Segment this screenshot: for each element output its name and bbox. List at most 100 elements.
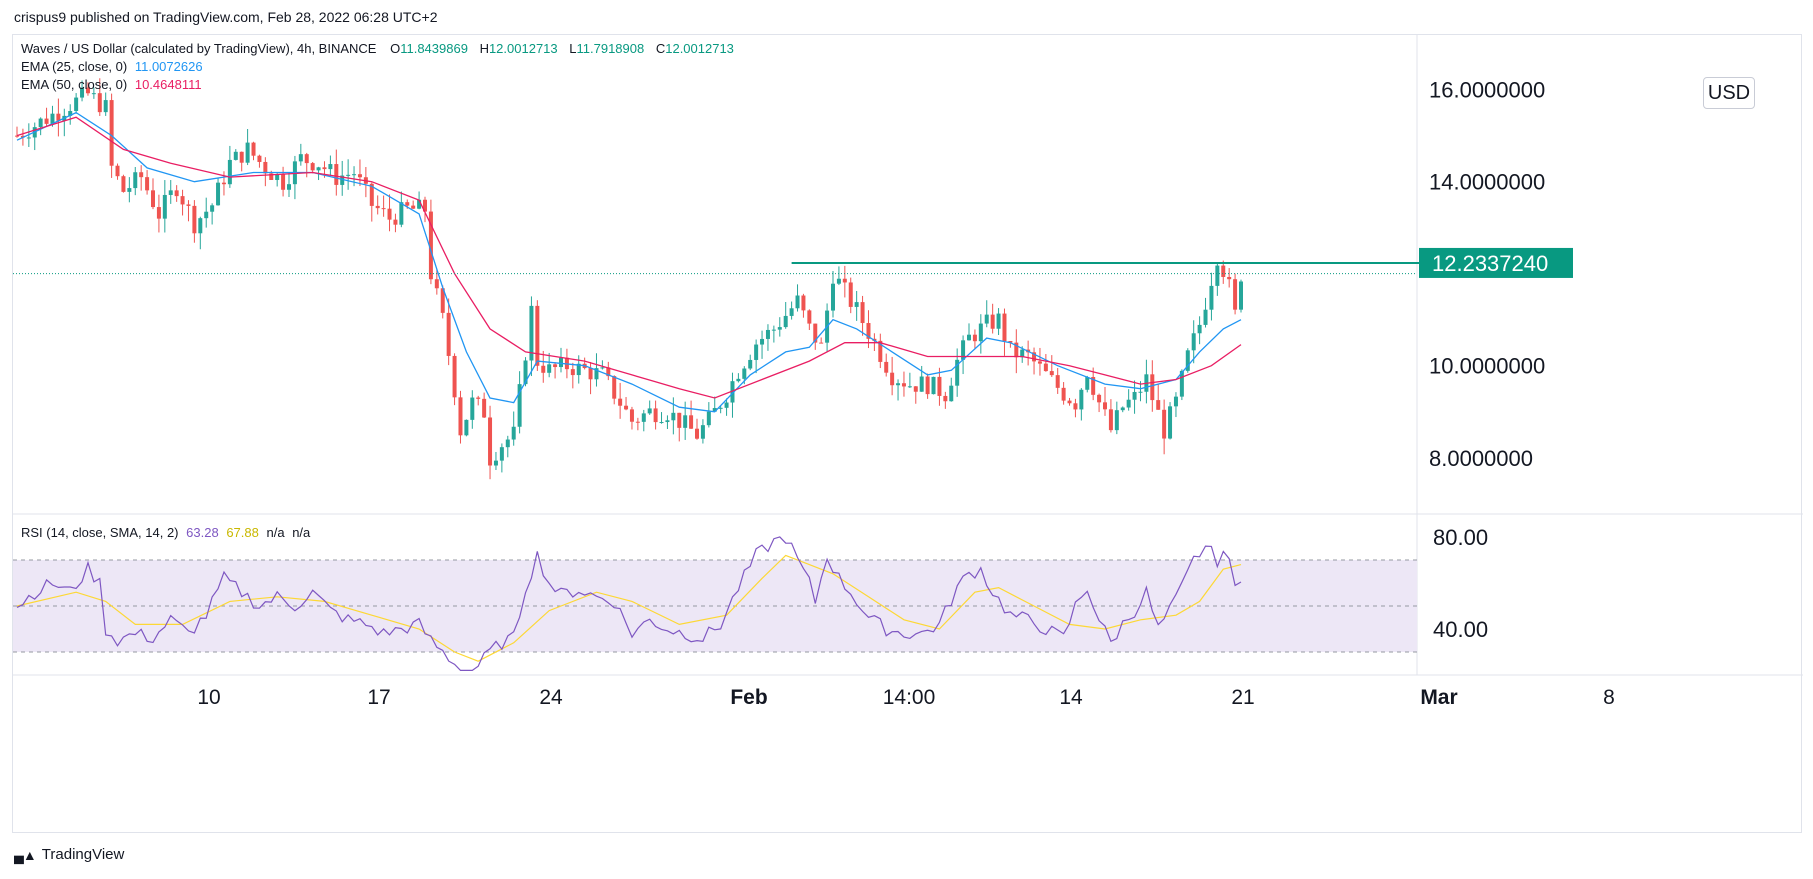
- candle-body: [919, 376, 924, 392]
- rsi-legend[interactable]: RSI (14, close, SMA, 14, 2) 63.28 67.88 …: [21, 525, 310, 540]
- candle-body: [221, 182, 226, 185]
- rsi-na-2: n/a: [292, 525, 311, 540]
- candle-body: [464, 419, 469, 436]
- symbol-name[interactable]: Waves / US Dollar (calculated by Trading…: [21, 41, 377, 56]
- candle-body: [618, 398, 623, 406]
- candle-body: [683, 415, 688, 428]
- candle-body: [1020, 349, 1025, 358]
- candle-body: [304, 154, 309, 164]
- candle-body: [836, 278, 841, 284]
- candle-body: [298, 154, 303, 162]
- candle-body: [529, 305, 534, 361]
- ema50-legend[interactable]: EMA (50, close, 0) 10.4648111: [21, 77, 202, 92]
- candle-body: [1126, 399, 1131, 408]
- candle-body: [535, 305, 540, 366]
- ema25-legend[interactable]: EMA (25, close, 0) 11.0072626: [21, 59, 203, 74]
- candle-body: [943, 395, 948, 402]
- candle-body: [996, 313, 1001, 329]
- candle-body: [310, 163, 315, 171]
- ema25-line: [16, 111, 1242, 413]
- candle-body: [511, 426, 516, 440]
- tradingview-logo-text: TradingView: [41, 846, 125, 863]
- price-tick-label: 16.0000000: [1429, 78, 1545, 103]
- low-label: L: [569, 41, 577, 56]
- candle-body: [423, 199, 427, 212]
- candle-body: [1179, 370, 1184, 397]
- candle-body: [381, 208, 386, 210]
- candle-body: [801, 295, 806, 311]
- high-label: H: [479, 41, 489, 56]
- tradingview-logo[interactable]: ▄▲ TradingView: [14, 846, 124, 863]
- candle-body: [913, 386, 918, 392]
- candle-body: [334, 164, 339, 185]
- time-tick-label: 17: [367, 686, 390, 709]
- candle-body: [434, 279, 439, 289]
- candle-body: [417, 199, 422, 209]
- candle-body: [576, 363, 581, 376]
- candle-body: [186, 204, 191, 206]
- candle-body: [748, 359, 753, 369]
- candle-body: [765, 329, 770, 339]
- candle-body: [145, 177, 150, 191]
- candle-body: [1185, 350, 1190, 371]
- time-tick-label: 14:00: [883, 686, 936, 709]
- candle-body: [1156, 400, 1161, 410]
- candle-body: [446, 312, 451, 356]
- candle-body: [1138, 391, 1143, 393]
- candle-body: [653, 408, 658, 423]
- candle-body: [275, 174, 280, 180]
- candle-body: [393, 219, 398, 225]
- time-tick-label: 21: [1231, 686, 1254, 709]
- candle-body: [357, 174, 362, 178]
- time-tick-label: 14: [1059, 686, 1083, 709]
- candle-body: [91, 93, 96, 95]
- chart-frame[interactable]: 16.0000000 14.0000000 10.0000000 8.0000000 1…: [12, 34, 1803, 834]
- price-tick-label: 10.0000000: [1429, 354, 1545, 379]
- candle-body: [68, 111, 73, 116]
- candle-body: [1008, 341, 1013, 343]
- time-tick-label: Mar: [1420, 686, 1457, 709]
- candle-body: [263, 161, 268, 174]
- candle-body: [328, 164, 333, 170]
- candle-body: [1061, 387, 1066, 401]
- candle-body: [1114, 410, 1119, 431]
- ema25-label: EMA (25, close, 0): [21, 59, 128, 74]
- candle-body: [541, 365, 546, 373]
- candle-body: [600, 367, 605, 369]
- open-value: 11.8439869: [400, 41, 468, 56]
- candle-body: [570, 369, 575, 376]
- candle-body: [1079, 389, 1084, 410]
- candle-body: [257, 155, 262, 162]
- chart-canvas[interactable]: 16.0000000 14.0000000 10.0000000 8.0000000 1…: [13, 35, 1803, 834]
- candle-body: [553, 364, 558, 368]
- candle-body: [624, 405, 629, 410]
- candle-body: [795, 295, 800, 309]
- currency-button[interactable]: USD: [1703, 77, 1755, 109]
- resistance-label: 12.2337240: [1432, 251, 1548, 276]
- candle-body: [1191, 333, 1196, 351]
- candle-body: [1173, 396, 1178, 407]
- rsi-line: [16, 536, 1242, 672]
- candle-body: [677, 412, 682, 428]
- candle-body: [210, 205, 215, 212]
- candle-body: [978, 323, 983, 342]
- candle-body: [718, 407, 723, 409]
- candle-body: [831, 283, 835, 311]
- candle-body: [700, 425, 705, 439]
- candle-body: [1091, 377, 1096, 395]
- candle-body: [405, 202, 410, 206]
- candle-body: [316, 167, 321, 171]
- time-tick-label: 10: [197, 686, 220, 709]
- candle-body: [1043, 363, 1048, 372]
- candle-body: [452, 355, 457, 398]
- candle-body: [588, 368, 593, 380]
- candle-body: [174, 190, 179, 197]
- rsi-value: 63.28: [186, 525, 219, 540]
- ema50-value: 10.4648111: [134, 77, 202, 92]
- candle-body: [629, 409, 634, 422]
- candle-body: [559, 357, 563, 368]
- candle-body: [771, 329, 776, 331]
- candle-body: [80, 87, 85, 98]
- candle-body: [1108, 409, 1113, 431]
- candle-body: [109, 100, 114, 166]
